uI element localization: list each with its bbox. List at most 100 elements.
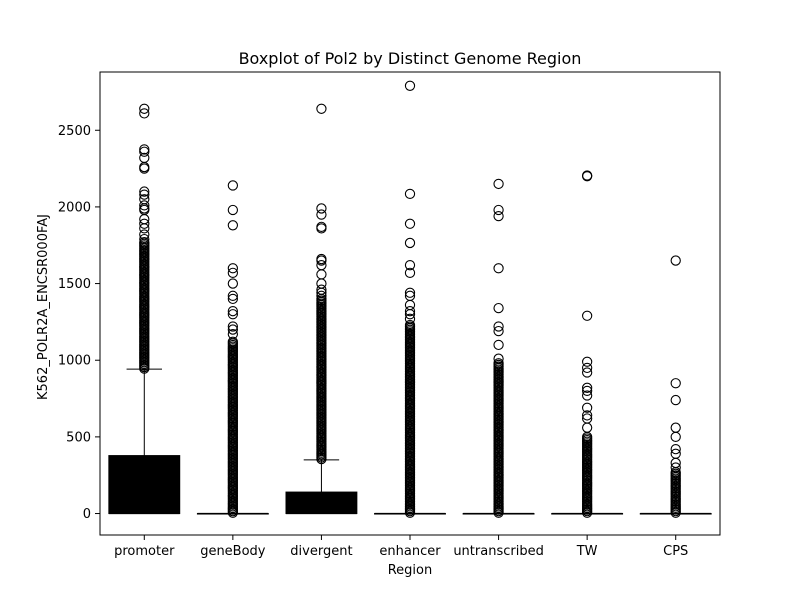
- outlier-point: [493, 204, 504, 216]
- outlier-point: [493, 263, 504, 274]
- outlier-point: [581, 356, 593, 367]
- outlier-point: [227, 309, 239, 320]
- outlier-point: [139, 218, 150, 229]
- outlier-point: [404, 218, 416, 229]
- outlier-point: [139, 237, 150, 248]
- outlier-point: [581, 367, 593, 378]
- box-group-TW: [551, 170, 624, 518]
- outlier-point: [404, 260, 416, 271]
- outlier-point: [670, 443, 681, 455]
- box-group-untranscribed: [462, 178, 535, 518]
- outlier-point: [670, 462, 681, 473]
- x-tick-label: geneBody: [200, 544, 266, 559]
- y-tick-label: 1000: [58, 354, 91, 369]
- outlier-point: [404, 313, 416, 324]
- y-tick-label: 1500: [58, 277, 91, 292]
- outlier-point: [493, 353, 504, 364]
- outlier-point: [139, 163, 150, 174]
- box-group-divergent: [285, 103, 358, 515]
- box-iqr: [285, 491, 358, 515]
- y-tick-label: 0: [83, 507, 91, 522]
- outlier-point: [139, 144, 150, 155]
- outlier-point: [581, 410, 593, 421]
- outlier-point: [227, 220, 239, 231]
- box-group-enhancer: [374, 80, 446, 518]
- outlier-point: [404, 80, 416, 91]
- outlier-point: [581, 171, 593, 182]
- outlier-point: [227, 329, 239, 340]
- outlier-point: [404, 188, 416, 200]
- outlier-point: [404, 267, 416, 278]
- outlier-point: [227, 336, 239, 347]
- outlier-point: [316, 269, 327, 280]
- outlier-point: [139, 108, 150, 119]
- outlier-point: [316, 209, 327, 220]
- outlier-point: [404, 309, 416, 320]
- outlier-point: [227, 290, 239, 301]
- outlier-point: [139, 233, 150, 245]
- y-axis-label: K562_POLR2A_ENCSR000FAJ: [36, 214, 51, 400]
- y-tick-label: 2000: [58, 200, 91, 215]
- x-tick-label: untranscribed: [453, 544, 544, 559]
- x-tick-label: TW: [576, 544, 598, 559]
- outlier-point: [404, 237, 416, 249]
- outlier-point: [493, 339, 504, 351]
- outlier-point: [227, 180, 239, 191]
- y-tick-label: 2500: [58, 124, 91, 139]
- box-group-geneBody: [196, 180, 269, 518]
- outlier-point: [670, 422, 681, 433]
- x-tick-label: promoter: [114, 544, 175, 559]
- outlier-point: [316, 103, 327, 114]
- outlier-point: [227, 321, 239, 332]
- outlier-point: [404, 306, 416, 317]
- outlier-point: [139, 146, 150, 157]
- box-group-CPS: [639, 255, 712, 518]
- outlier-point: [493, 321, 504, 332]
- x-tick-label: enhancer: [379, 544, 441, 559]
- outlier-point: [316, 223, 327, 234]
- outlier-point: [227, 267, 239, 278]
- outlier-point: [493, 325, 504, 337]
- outlier-point: [581, 385, 593, 397]
- outlier-point: [581, 422, 593, 433]
- outlier-point: [139, 229, 150, 240]
- outlier-point: [227, 263, 239, 274]
- outlier-point: [139, 189, 150, 200]
- outlier-point: [316, 255, 327, 266]
- outlier-point: [670, 255, 681, 266]
- outlier-point: [139, 152, 150, 164]
- outlier-point: [227, 293, 239, 305]
- x-tick-label: CPS: [663, 544, 688, 559]
- outlier-point: [493, 302, 504, 314]
- x-tick-label: divergent: [290, 544, 352, 559]
- outlier-point: [581, 382, 593, 393]
- outlier-point: [316, 287, 327, 298]
- outlier-point: [404, 287, 416, 298]
- outlier-point: [316, 290, 327, 301]
- outlier-point: [670, 378, 681, 389]
- outlier-point: [227, 204, 239, 216]
- box-group-promoter: [108, 103, 181, 515]
- outlier-point: [493, 210, 504, 222]
- outlier-point: [581, 310, 593, 321]
- outlier-point: [581, 390, 593, 401]
- outlier-point: [493, 358, 504, 369]
- outlier-point: [670, 431, 681, 443]
- outlier-point: [493, 178, 504, 190]
- outlier-point: [139, 186, 150, 197]
- chart-title: Boxplot of Pol2 by Distinct Genome Regio…: [239, 49, 582, 68]
- outlier-point: [581, 362, 593, 374]
- x-axis-label: Region: [388, 563, 433, 578]
- outlier-point: [670, 394, 681, 406]
- plot-area: [108, 80, 712, 518]
- outlier-point: [139, 200, 150, 211]
- outlier-point: [227, 324, 239, 335]
- outlier-point: [670, 457, 681, 469]
- box-iqr: [108, 455, 181, 515]
- outlier-point: [139, 103, 150, 114]
- outlier-point: [227, 306, 239, 317]
- outlier-point: [404, 319, 416, 331]
- outlier-point: [581, 402, 593, 413]
- outlier-point: [139, 223, 150, 234]
